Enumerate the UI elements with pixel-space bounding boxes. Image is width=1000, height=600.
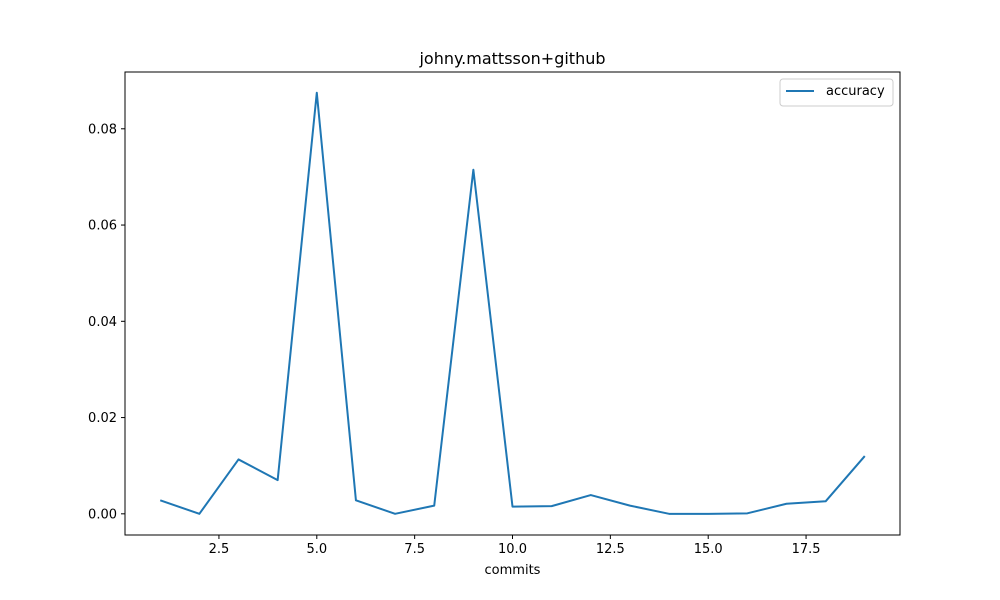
y-tick-label: 0.04 — [88, 315, 117, 330]
y-tick-label: 0.08 — [88, 122, 117, 137]
chart-title: johny.mattsson+github — [418, 49, 605, 68]
y-axis: 0.00 0.02 0.04 0.06 0.08 — [88, 122, 125, 522]
series-layer — [159, 91, 866, 515]
plot-area — [125, 72, 900, 535]
plot-frame — [124, 71, 901, 536]
x-tick-label: 10.0 — [498, 542, 527, 557]
y-tick-label: 0.02 — [88, 411, 117, 426]
x-tick-label: 12.5 — [596, 542, 625, 557]
x-tick-label: 15.0 — [694, 542, 723, 557]
x-tick-label: 7.5 — [404, 542, 425, 557]
y-tick-label: 0.06 — [88, 219, 117, 234]
legend: accuracy — [779, 78, 894, 107]
x-axis-label: commits — [485, 563, 541, 578]
legend-box — [779, 78, 894, 107]
legend-label: accuracy — [826, 84, 885, 99]
x-tick-label: 5.0 — [306, 542, 327, 557]
x-tick-label: 2.5 — [209, 542, 230, 557]
series-line-accuracy — [159, 91, 866, 515]
y-tick-label: 0.00 — [88, 507, 117, 522]
x-tick-label: 17.5 — [792, 542, 821, 557]
x-axis: 2.5 5.0 7.5 10.0 12.5 15.0 17.5 — [209, 535, 821, 557]
